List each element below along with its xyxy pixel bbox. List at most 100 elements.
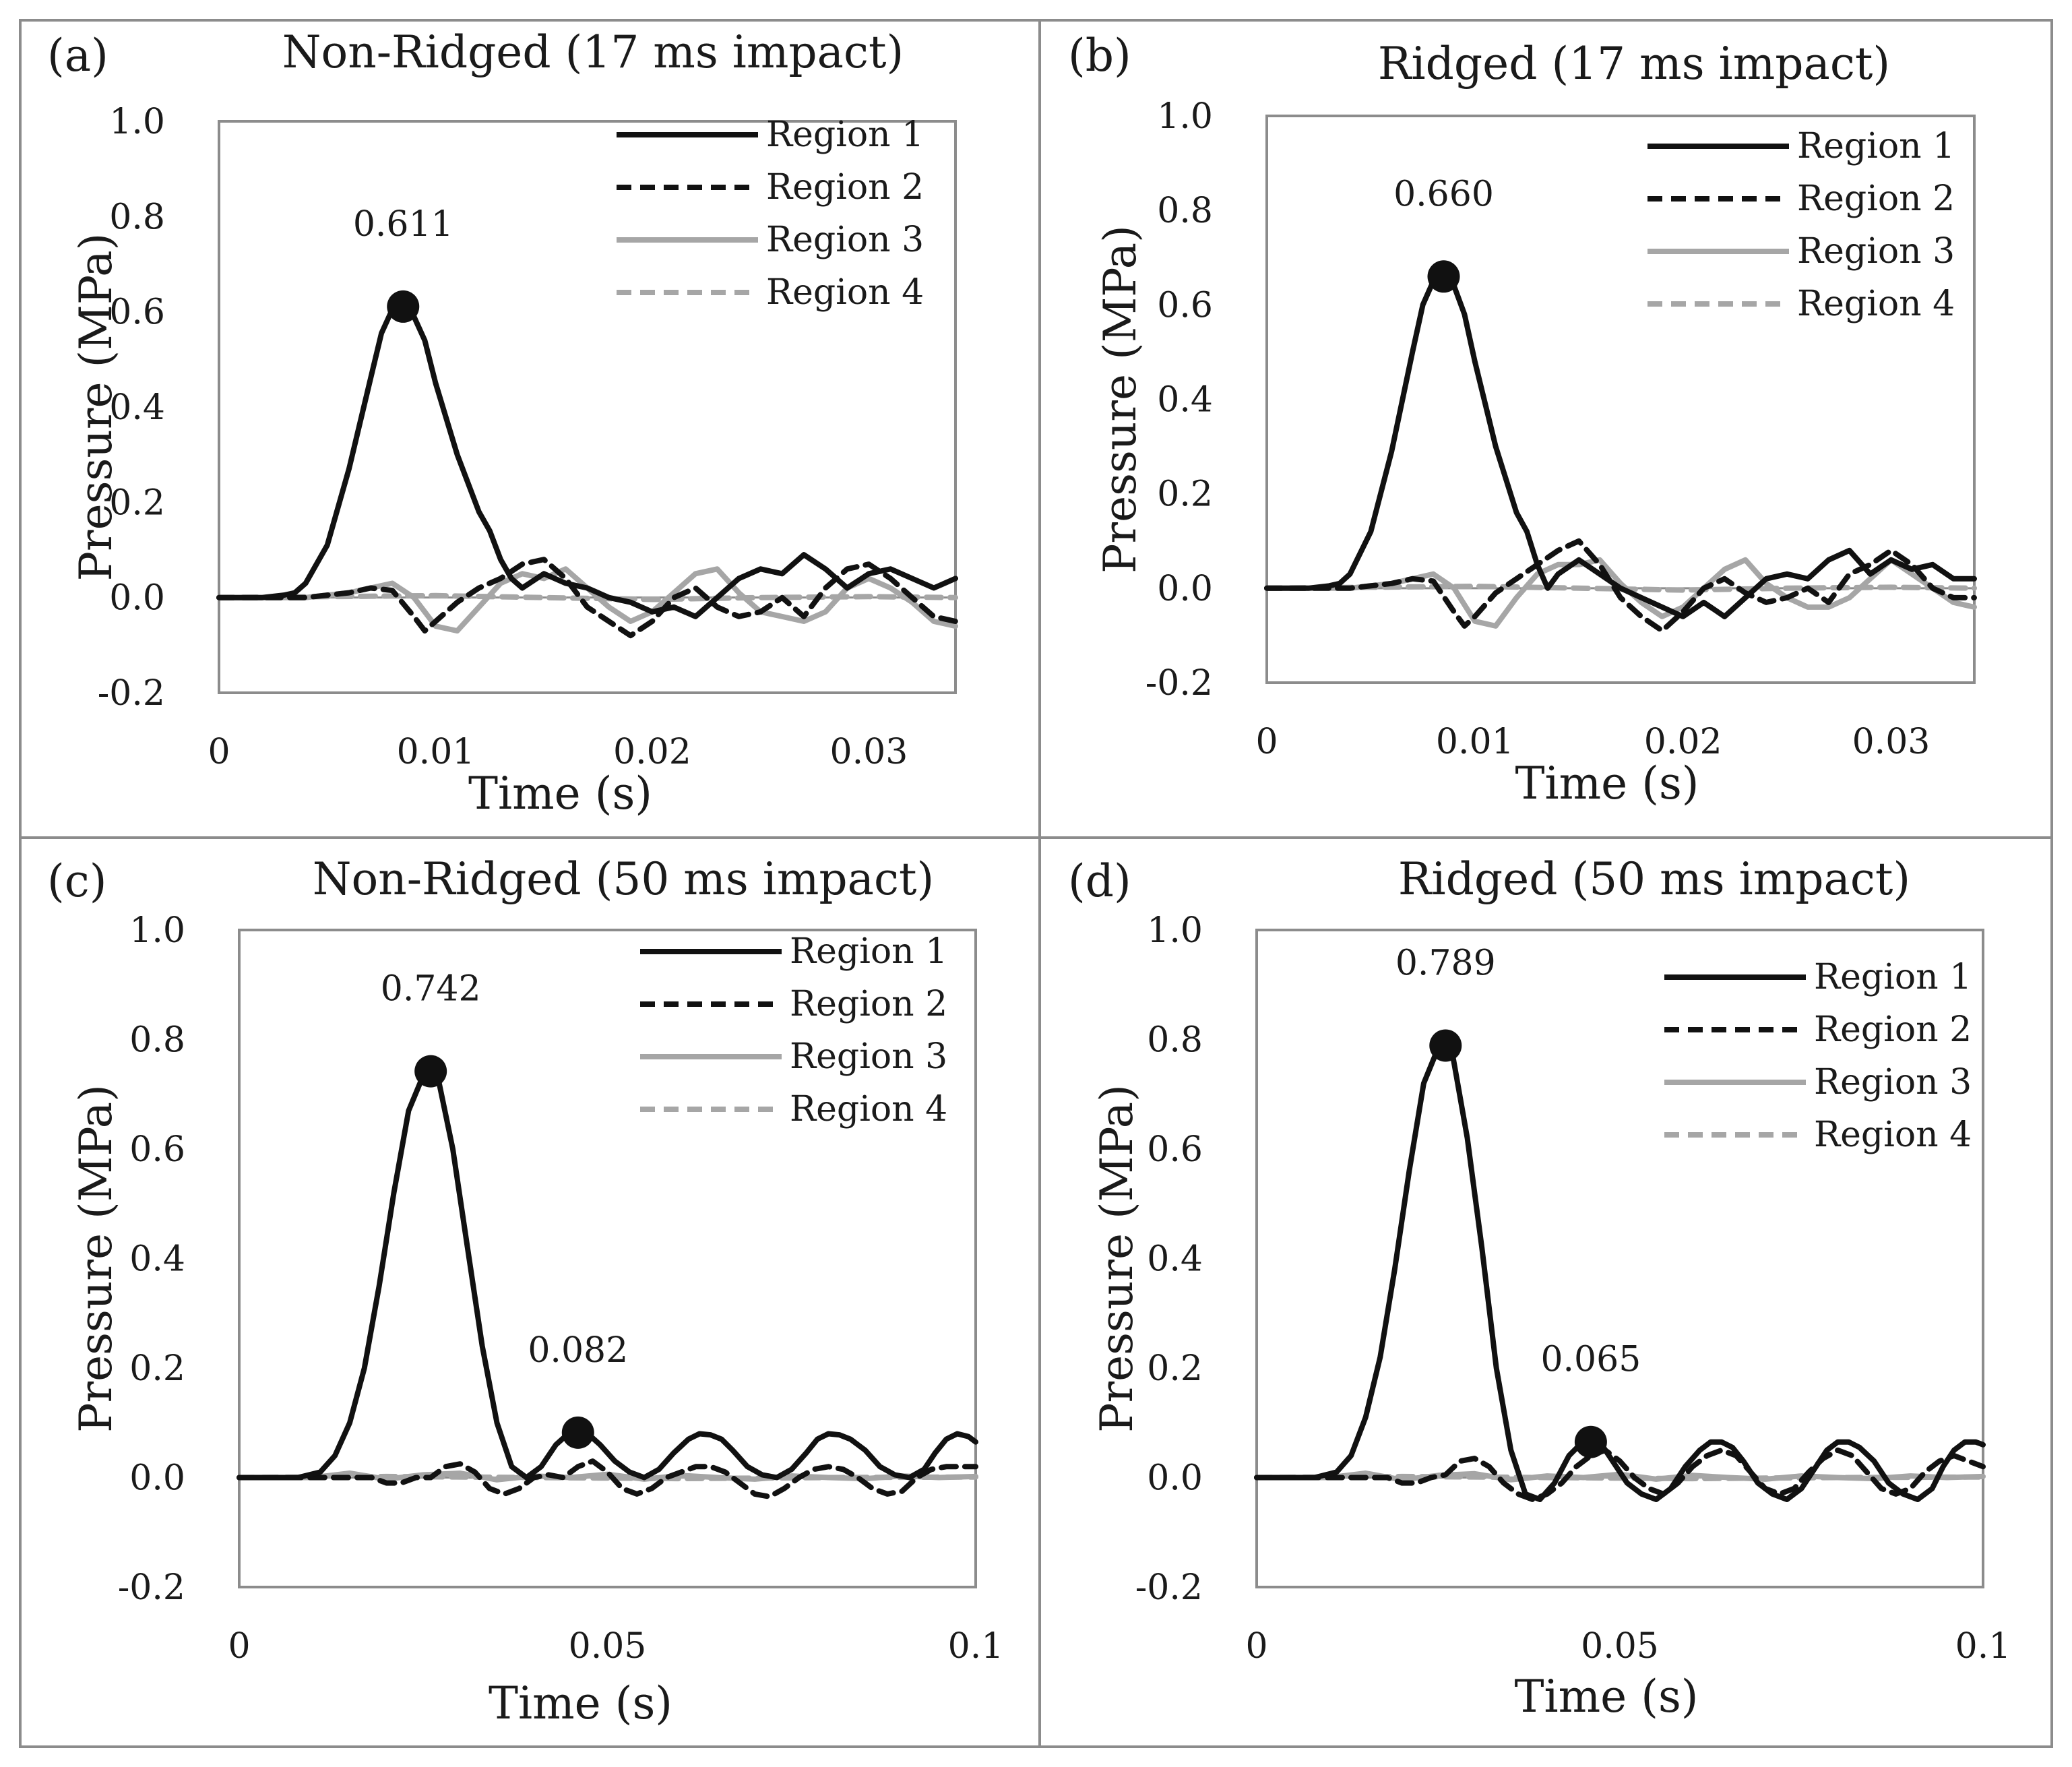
series-line	[237, 1068, 978, 1481]
y-tick-label: -0.2	[1135, 1568, 1203, 1608]
x-axis-label: Time (s)	[1515, 757, 1699, 809]
y-tick-label: 0.6	[109, 292, 165, 333]
x-tick-label: 0.1	[948, 1626, 1004, 1667]
plot-area-frame	[238, 929, 977, 1588]
x-tick-label: 0	[228, 1626, 250, 1667]
peak-marker	[387, 290, 420, 323]
x-tick-label: 0	[208, 732, 230, 772]
peak-marker	[1427, 260, 1460, 293]
x-tick-label: 0.03	[1852, 722, 1930, 762]
series-line	[216, 303, 958, 619]
peak-marker	[414, 1055, 447, 1088]
y-tick-label: 0.0	[1157, 569, 1213, 609]
plot-area-frame	[218, 120, 957, 694]
legend-label: Region 3	[790, 1036, 947, 1077]
y-tick-label: 0.2	[129, 1348, 185, 1389]
y-tick-label: 0.8	[1157, 191, 1213, 231]
plot-area-frame	[1265, 115, 1976, 684]
y-tick-label: 0.4	[1147, 1239, 1203, 1280]
x-tick-label: 0.01	[397, 732, 475, 772]
panel-label: (d)	[1068, 855, 1131, 907]
y-tick-label: 0.4	[109, 388, 165, 428]
chart-panel: (d) Ridged (50 ms impact) -0.2 0.0 0.2 0.4 0.6…	[1068, 853, 2011, 1723]
y-tick-label: 0.6	[1147, 1129, 1203, 1170]
x-axis-label: Time (s)	[1514, 1671, 1698, 1723]
y-axis-label: Pressure (MPa)	[70, 233, 122, 582]
panel-label: (b)	[1068, 30, 1131, 82]
series-line	[1264, 557, 1977, 629]
legend-label: Region 2	[790, 984, 947, 1024]
legend-label: Region 4	[766, 272, 924, 313]
legend-label: Region 4	[1814, 1115, 1972, 1155]
y-tick-label: 0.8	[1147, 1020, 1203, 1061]
peak-marker	[561, 1416, 594, 1449]
chart-title: Non-Ridged (50 ms impact)	[313, 853, 935, 905]
x-tick-label: 0.05	[1581, 1626, 1659, 1667]
series-line	[1254, 1043, 1986, 1502]
x-tick-label: 0	[1255, 722, 1278, 762]
x-axis-label: Time (s)	[468, 768, 652, 819]
y-tick-label: 0.4	[129, 1239, 185, 1280]
y-tick-label: -0.2	[98, 673, 165, 714]
legend-label: Region 1	[1797, 126, 1955, 166]
x-tick-label: 0.05	[569, 1626, 647, 1667]
x-tick-label: 0.1	[1955, 1626, 2011, 1667]
series-line	[1264, 274, 1977, 619]
legend-label: Region 4	[790, 1089, 947, 1129]
plot-area-frame	[1255, 929, 1984, 1588]
figure-frame	[19, 19, 2053, 1748]
y-tick-label: -0.2	[118, 1568, 185, 1608]
y-tick-label: 0.2	[109, 483, 165, 523]
chart-panel: (c) Non-Ridged (50 ms impact) -0.2 0.0 0.2 0.…	[47, 853, 1003, 1729]
y-tick-label: 0.4	[1157, 380, 1213, 421]
chart-title: Ridged (17 ms impact)	[1378, 38, 1890, 90]
y-axis-label: Pressure (MPa)	[70, 1084, 122, 1433]
peak-value-label: 0.611	[353, 204, 453, 245]
y-axis-label: Pressure (MPa)	[1091, 1084, 1143, 1433]
peak-value-label: 0.789	[1395, 943, 1496, 983]
y-tick-label: 1.0	[1157, 96, 1213, 137]
peak-marker	[1574, 1425, 1607, 1458]
series-line	[237, 1458, 978, 1499]
panel-label: (a)	[47, 30, 108, 82]
legend-label: Region 3	[766, 220, 924, 260]
legend-label: Region 2	[1814, 1010, 1972, 1050]
chart-panel: (b) Ridged (17 ms impact) -0.2 0.0 0.2 0.4 0.6…	[1068, 30, 1977, 809]
y-tick-label: 0.6	[1157, 285, 1213, 326]
x-tick-label: 0.02	[613, 732, 691, 772]
x-tick-label: 0.01	[1436, 722, 1514, 762]
series-line	[216, 557, 958, 639]
peak-marker	[1429, 1029, 1462, 1062]
legend-label: Region 3	[1814, 1062, 1972, 1103]
y-tick-label: -0.2	[1145, 663, 1213, 704]
y-tick-label: 0.8	[129, 1020, 185, 1061]
y-tick-label: 0.2	[1157, 474, 1213, 515]
peak-value-label: 0.660	[1393, 174, 1494, 214]
y-tick-label: 0.6	[129, 1129, 185, 1170]
y-tick-label: 1.0	[109, 102, 165, 142]
y-tick-label: 0.0	[109, 578, 165, 619]
series-line	[1264, 584, 1977, 593]
legend-label: Region 1	[1814, 957, 1972, 997]
legend-label: Region 1	[790, 931, 947, 972]
y-tick-label: 0.2	[1147, 1348, 1203, 1389]
y-tick-label: 0.0	[1147, 1458, 1203, 1499]
x-axis-label: Time (s)	[489, 1677, 672, 1729]
y-axis-label: Pressure (MPa)	[1094, 225, 1146, 574]
panel-label: (c)	[47, 855, 106, 907]
series-line	[1254, 1470, 1986, 1483]
peak-value-label: 0.065	[1540, 1340, 1641, 1380]
y-tick-label: 1.0	[129, 910, 185, 951]
x-tick-label: 0.03	[830, 732, 908, 772]
peak-value-label: 0.082	[528, 1330, 628, 1371]
y-tick-label: 0.0	[129, 1458, 185, 1499]
y-tick-label: 1.0	[1147, 910, 1203, 951]
chart-panel: (a) Non-Ridged (17 ms impact) -0.2 0.0 0.2 0.…	[47, 26, 958, 819]
peak-value-label: 0.742	[381, 969, 481, 1010]
y-tick-label: 0.8	[109, 197, 165, 237]
legend-label: Region 4	[1797, 284, 1955, 324]
x-tick-label: 0.02	[1644, 722, 1722, 762]
x-tick-label: 0	[1245, 1626, 1267, 1667]
legend-label: Region 2	[766, 167, 924, 208]
